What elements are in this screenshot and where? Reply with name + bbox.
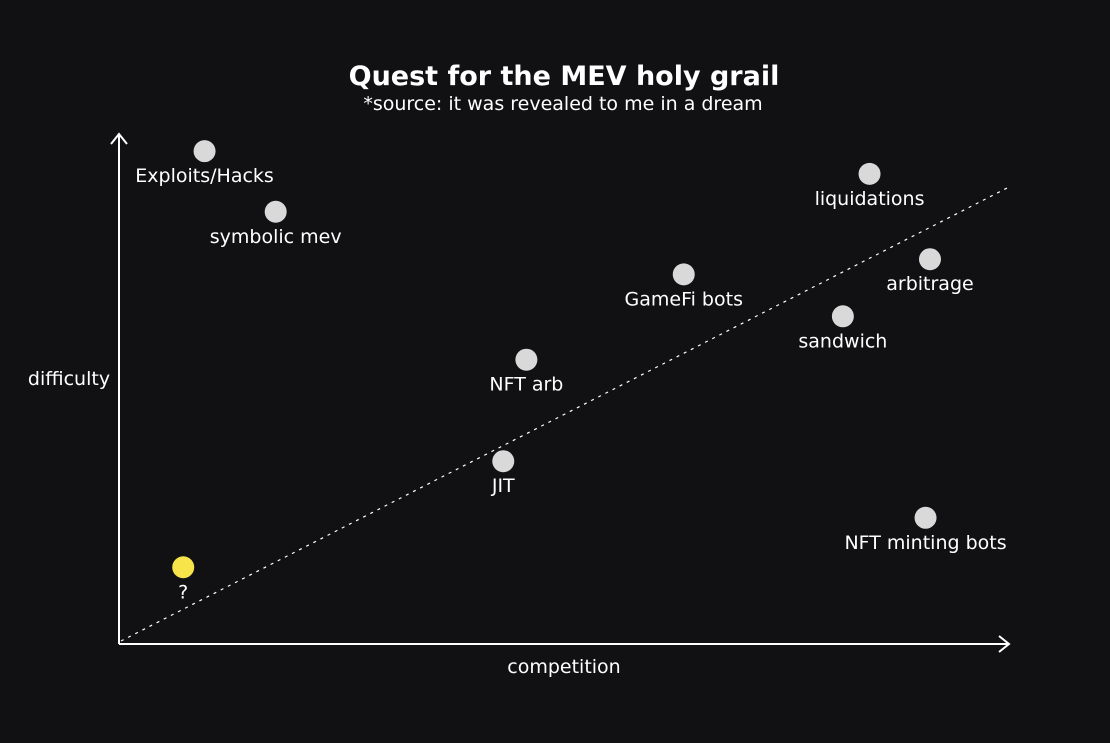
data-point [918, 248, 941, 271]
data-point-label: Exploits/Hacks [135, 165, 274, 187]
chart-subtitle: *source: it was revealed to me in a drea… [363, 93, 762, 115]
data-point-label: symbolic mev [210, 226, 342, 248]
y-axis-arrowhead [110, 132, 128, 145]
chart-title: Quest for the MEV holy grail [349, 61, 780, 92]
data-point [672, 263, 695, 286]
data-point [831, 305, 854, 328]
data-point-label: NFT minting bots [844, 532, 1006, 554]
x-axis [119, 635, 1011, 653]
trend-line [120, 185, 1011, 642]
data-point-label: JIT [491, 475, 515, 497]
data-point [264, 200, 287, 223]
data-point [858, 162, 881, 185]
data-point-label: GameFi bots [625, 288, 743, 310]
y-axis [110, 132, 128, 644]
data-point [193, 140, 216, 163]
data-point-label: ? [178, 581, 188, 603]
data-point-label: liquidations [815, 188, 925, 210]
data-point [914, 506, 937, 529]
x-axis-label: competition [507, 656, 620, 678]
y-axis-label: difficulty [28, 368, 110, 390]
x-axis-arrowhead [998, 635, 1011, 653]
data-point-label: sandwich [798, 330, 887, 352]
data-points: Exploits/Hacks symbolic mev liquidations ar… [135, 140, 1007, 603]
data-point [492, 450, 515, 473]
data-point-label: arbitrage [886, 273, 973, 295]
data-point-label: NFT arb [489, 374, 563, 396]
data-point [172, 556, 195, 579]
data-point [515, 348, 538, 371]
